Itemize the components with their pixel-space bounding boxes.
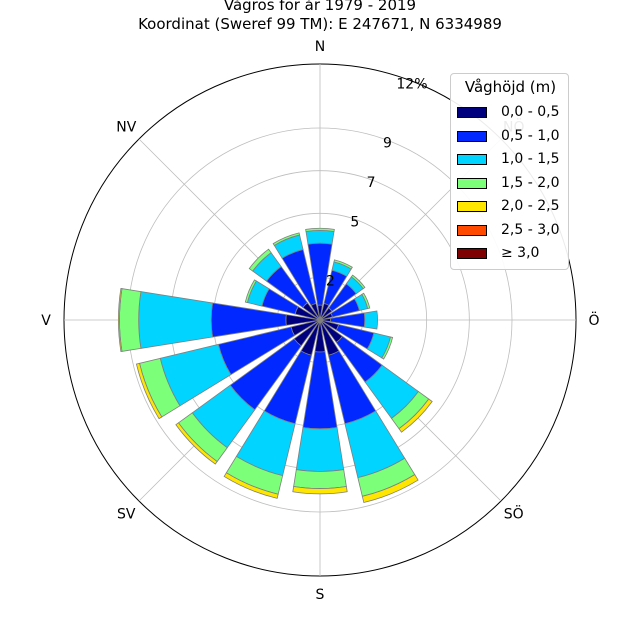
- legend-item: 2,0 - 2,5: [457, 198, 567, 216]
- bar-segment-ÖNÖ-3: [361, 292, 371, 310]
- radial-tick-label: 7: [367, 175, 376, 191]
- bar-segment-SSV-4: [223, 472, 279, 499]
- bar-segment-V-4: [118, 288, 123, 352]
- bar-segment-VSV-4: [135, 362, 163, 420]
- bar-segment-S-3: [293, 469, 347, 489]
- radial-tick-label: 9: [383, 136, 392, 152]
- legend-item: 0,0 - 0,5: [457, 104, 567, 122]
- legend-label: 2,5 - 3,0: [501, 221, 560, 238]
- bar-segment-VNV-3: [244, 279, 257, 304]
- legend-label: ≥ 3,0: [501, 245, 540, 261]
- legend-label: 1,0 - 1,5: [501, 151, 560, 167]
- legend-label: 1,5 - 2,0: [501, 174, 560, 191]
- legend-swatch: [457, 130, 487, 142]
- legend-swatch: [457, 201, 487, 212]
- legend-title: Våghöjd (m): [464, 78, 557, 96]
- bar-segment-N-3: [305, 227, 335, 232]
- bar-segment-Ö-2: [363, 310, 378, 330]
- legend-item: 1,0 - 1,5: [457, 151, 567, 169]
- compass-label-S: S: [316, 587, 325, 603]
- bar-segment-NÖ-3: [350, 274, 366, 290]
- bar-segment-SV-4: [175, 422, 218, 465]
- legend-label: 0,0 - 0,5: [501, 104, 560, 120]
- legend-swatch: [457, 177, 487, 189]
- chart-subtitle: Koordinat (Sweref 99 TM): E 247671, N 63…: [138, 15, 502, 33]
- compass-label-N: N: [315, 39, 325, 55]
- bar-segment-NNÖ-3: [333, 259, 353, 270]
- bar-segment-N-2: [305, 230, 335, 245]
- legend-swatch: [457, 224, 487, 236]
- chart-title: Vågros för år 1979 - 2019: [223, 0, 417, 14]
- legend-label: 2,0 - 2,5: [501, 198, 560, 214]
- legend-item: ≥ 3,0: [457, 245, 567, 263]
- wave-rose-bars: [118, 227, 433, 504]
- bar-segment-S-4: [292, 486, 348, 495]
- legend-item: 1,5 - 2,0: [457, 175, 567, 193]
- legend: Våghöjd (m) 0,0 - 0,5 0,5 - 1,0 1,0 - 1,5 1…: [450, 73, 569, 270]
- legend-swatch: [457, 154, 487, 165]
- legend-swatch: [457, 248, 487, 259]
- chart-title-block: Vågros för år 1979 - 2019 Koordinat (Swe…: [0, 0, 640, 34]
- bar-segment-SSÖ-4: [361, 474, 419, 504]
- bar-segment-SÖ-4: [398, 398, 433, 433]
- bar-segment-V-3: [119, 288, 142, 352]
- legend-item: 0,5 - 1,0: [457, 128, 567, 146]
- radial-tick-label: 12%: [396, 76, 427, 92]
- compass-label-V: V: [41, 313, 51, 329]
- legend-swatch: [457, 107, 487, 118]
- radial-tick-label: 2: [326, 274, 335, 290]
- compass-label-SÖ: SÖ: [504, 505, 524, 523]
- bar-segment-ÖSÖ-3: [381, 336, 394, 360]
- compass-label-Ö: Ö: [588, 311, 599, 329]
- radial-tick-label: 5: [350, 214, 359, 230]
- compass-label-NV: NV: [116, 119, 136, 135]
- legend-label: 0,5 - 1,0: [501, 127, 560, 144]
- bar-segment-S-2: [295, 427, 345, 472]
- bar-segment-NV-3: [248, 248, 272, 272]
- bar-segment-NNV-3: [272, 232, 301, 246]
- bar-segment-V-2: [138, 291, 213, 349]
- compass-label-SV: SV: [117, 507, 136, 523]
- legend-item: 2,5 - 3,0: [457, 222, 567, 240]
